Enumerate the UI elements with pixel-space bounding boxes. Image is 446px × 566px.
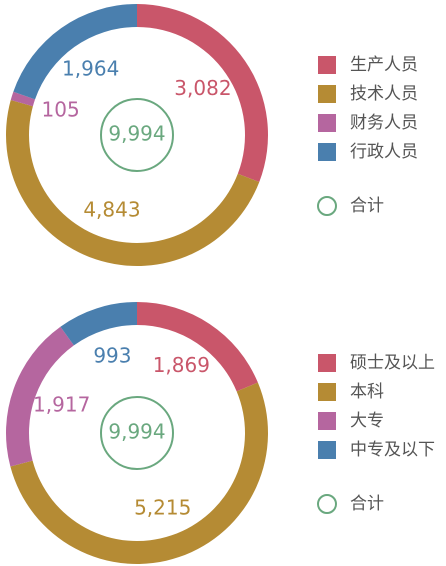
legend-swatch [318,383,336,401]
value-label: 993 [93,343,131,367]
donut-segment [137,4,268,182]
donut-segment [60,302,137,346]
legend-label: 合计 [350,196,384,216]
total-circle [100,396,174,470]
value-label: 3,082 [174,76,231,100]
legend-label: 硕士及以上 [350,353,435,373]
value-label: 5,215 [134,495,191,519]
legend-label: 财务人员 [350,113,418,133]
donut-segment [137,302,258,392]
legend-label: 生产人员 [350,55,418,75]
legend-total-icon [317,494,337,514]
legend-total-icon [317,196,337,216]
donut-segment [13,3,137,100]
total-label: 9,994 [108,122,165,146]
legend-swatch [318,441,336,459]
donut-segment [10,91,36,107]
value-label: 1,964 [62,56,119,80]
legend-label: 大专 [350,411,384,431]
legend-swatch [318,143,336,161]
donut-segment [5,326,74,467]
value-label: 1,917 [33,393,90,417]
legend-label: 本科 [350,382,384,402]
donut-segment [10,382,269,565]
legend-swatch [318,354,336,372]
value-label: 4,843 [83,197,140,221]
value-label: 105 [42,98,80,122]
total-circle [100,98,174,172]
legend-swatch [318,114,336,132]
donut-segment [5,100,260,267]
legend-label: 合计 [350,494,384,514]
value-label: 1,869 [153,353,210,377]
legend-label: 技术人员 [350,84,418,104]
legend-swatch [318,412,336,430]
legend-swatch [318,56,336,74]
legend-label: 行政人员 [350,142,418,162]
legend-swatch [318,85,336,103]
legend-label: 中专及以下 [350,440,435,460]
total-label: 9,994 [108,420,165,444]
